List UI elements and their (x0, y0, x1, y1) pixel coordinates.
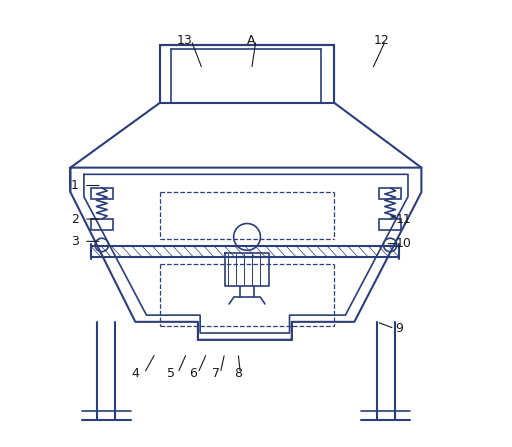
Text: 1: 1 (71, 179, 79, 192)
Text: 3: 3 (71, 235, 79, 248)
Text: 4: 4 (132, 367, 139, 380)
Text: 7: 7 (212, 367, 220, 380)
Text: 5: 5 (167, 367, 175, 380)
Text: 6: 6 (189, 367, 197, 380)
Text: 13: 13 (177, 34, 193, 47)
Bar (91, 219, 113, 230)
Text: 12: 12 (373, 34, 389, 47)
Bar (379, 188, 401, 199)
Bar (160, 45, 334, 103)
Bar (91, 188, 113, 199)
Text: 2: 2 (71, 212, 79, 226)
Text: A: A (247, 34, 256, 47)
Text: 9: 9 (395, 322, 403, 335)
Text: 8: 8 (234, 367, 242, 380)
Text: 10: 10 (396, 237, 412, 250)
Text: 11: 11 (396, 212, 411, 226)
Bar (379, 219, 401, 230)
